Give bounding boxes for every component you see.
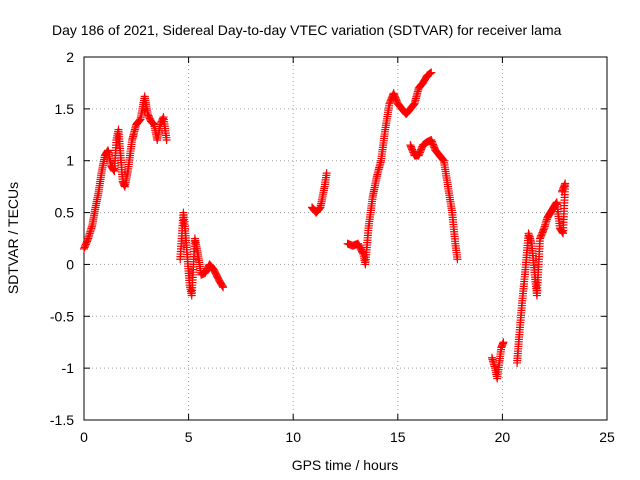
data-point: [218, 282, 227, 291]
data-point: [453, 255, 462, 264]
axis-ticks: -1.5-1-0.500.511.520 5 10 15 20 25: [50, 49, 615, 445]
series-arc-7: [513, 179, 570, 367]
y-tick-label: 2: [66, 49, 74, 65]
data-point: [109, 166, 118, 175]
x-tick-label: 5: [185, 429, 193, 445]
data-point: [219, 283, 228, 292]
data-point: [558, 228, 567, 237]
series-arc-2: [176, 208, 228, 300]
series-arc-6: [487, 338, 508, 383]
data-point: [148, 118, 157, 127]
data-point: [552, 199, 561, 208]
data-point: [135, 116, 144, 125]
data-points: [80, 68, 570, 383]
grid: [84, 57, 607, 420]
data-point: [558, 187, 567, 196]
x-tick-label: 15: [390, 429, 406, 445]
data-point: [409, 101, 418, 110]
y-tick-label: 1.5: [55, 101, 75, 117]
x-tick-label: 25: [599, 429, 615, 445]
x-axis-label: GPS time / hours: [292, 457, 399, 473]
data-point: [499, 338, 508, 347]
y-tick-label: 0: [66, 256, 74, 272]
y-tick-label: -0.5: [50, 308, 74, 324]
series-arc-4: [343, 68, 436, 269]
y-tick-label: 1: [66, 153, 74, 169]
data-point: [426, 69, 435, 78]
plot-frame: [83, 56, 608, 421]
x-tick-label: 0: [80, 429, 88, 445]
y-axis-label: SDTVAR / TECUs: [5, 182, 21, 294]
y-tick-label: -1: [62, 360, 75, 376]
data-point: [427, 68, 436, 77]
data-point: [315, 205, 324, 214]
series-arc-3: [308, 169, 331, 217]
data-point: [162, 135, 171, 144]
data-point: [438, 154, 447, 163]
y-tick-label: 0.5: [55, 205, 75, 221]
y-tick-label: -1.5: [50, 412, 74, 428]
series-arc-1: [80, 92, 171, 253]
x-tick-label: 10: [285, 429, 301, 445]
series-arc-5: [406, 135, 462, 264]
x-tick-label: 20: [495, 429, 511, 445]
data-point: [322, 169, 331, 178]
data-point: [425, 69, 434, 78]
chart-title: Day 186 of 2021, Sidereal Day-to-day VTE…: [52, 22, 562, 38]
